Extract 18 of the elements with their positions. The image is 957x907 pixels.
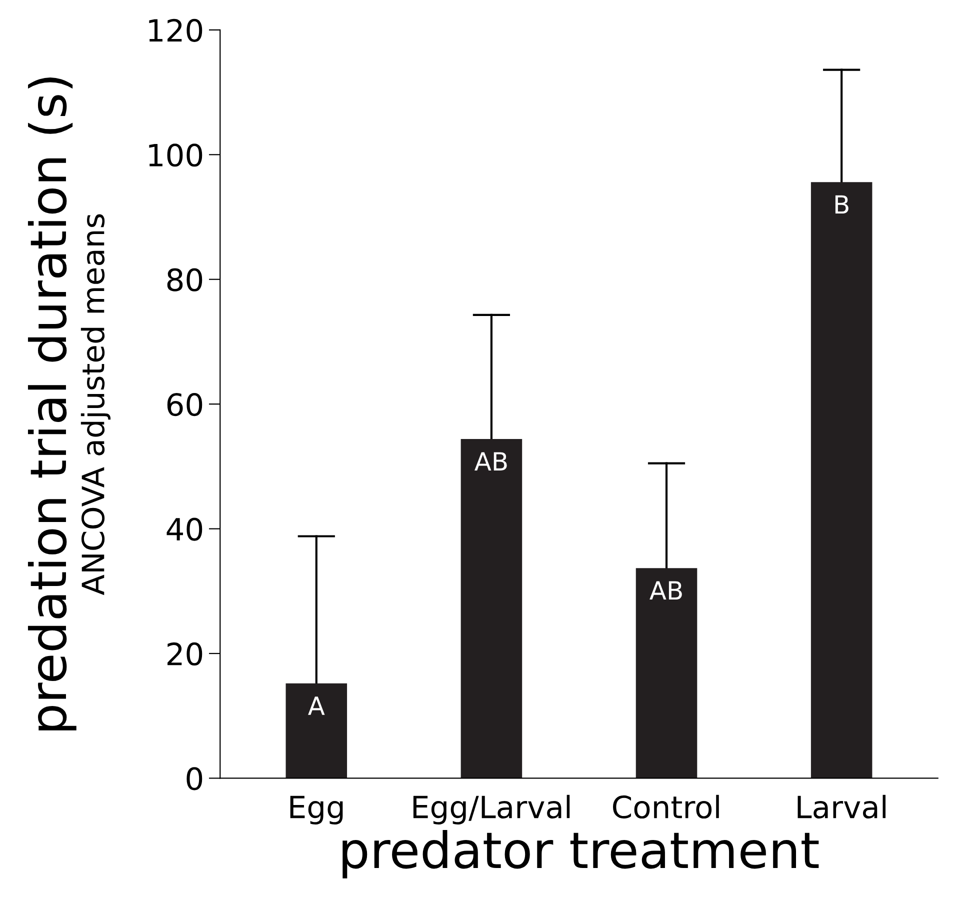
y-tick-label: 100 [149, 144, 202, 167]
annotation: AB [474, 452, 507, 470]
x-tick-label: Egg/Larval [413, 794, 570, 824]
y-axis-title: predation trial duration (s) [28, 77, 76, 730]
y-tick-label: 60 [167, 393, 202, 416]
annotation: B [835, 195, 848, 214]
y-tick-label: 120 [149, 18, 202, 42]
annotation: AB [650, 581, 682, 600]
y-tick-label: 80 [167, 268, 202, 292]
x-tick-label: Egg [290, 796, 343, 824]
y-tick-label: 20 [167, 642, 202, 666]
annotation: A [308, 696, 325, 715]
x-tick-label: Control [613, 794, 719, 819]
x-tick-label: Larval [798, 794, 886, 819]
y-tick-label: 40 [166, 518, 202, 541]
text: ANCOVA adjusted means [80, 214, 110, 596]
y-tick-label: 0 [186, 767, 202, 790]
x-axis-title: predator treatment [342, 830, 819, 878]
